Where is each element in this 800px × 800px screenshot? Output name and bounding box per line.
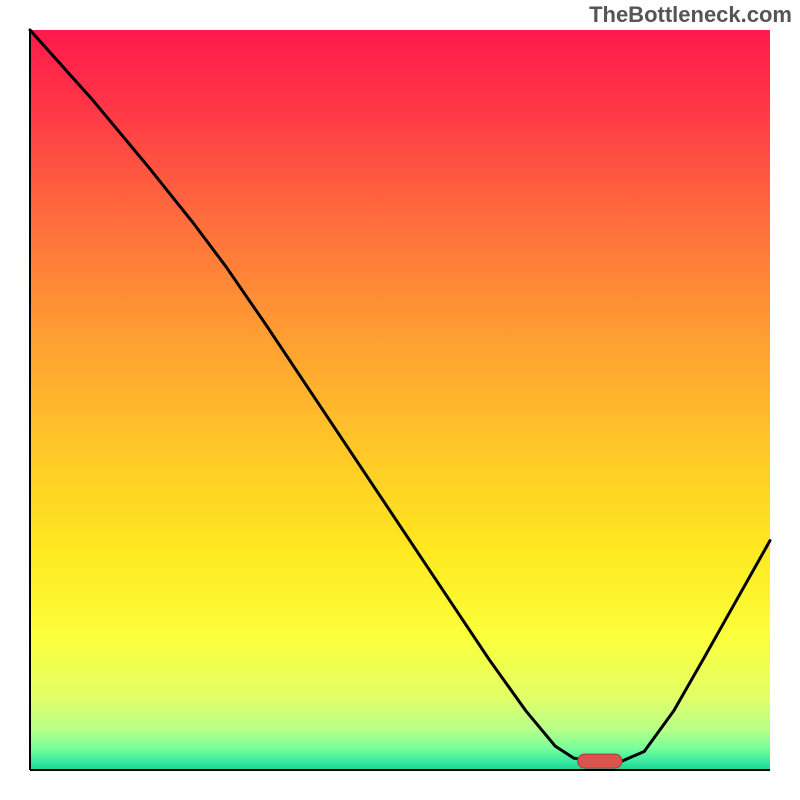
optimal-marker bbox=[578, 754, 622, 768]
bottleneck-chart bbox=[0, 0, 800, 800]
watermark-text: TheBottleneck.com bbox=[589, 2, 792, 28]
plot-background bbox=[30, 30, 770, 770]
